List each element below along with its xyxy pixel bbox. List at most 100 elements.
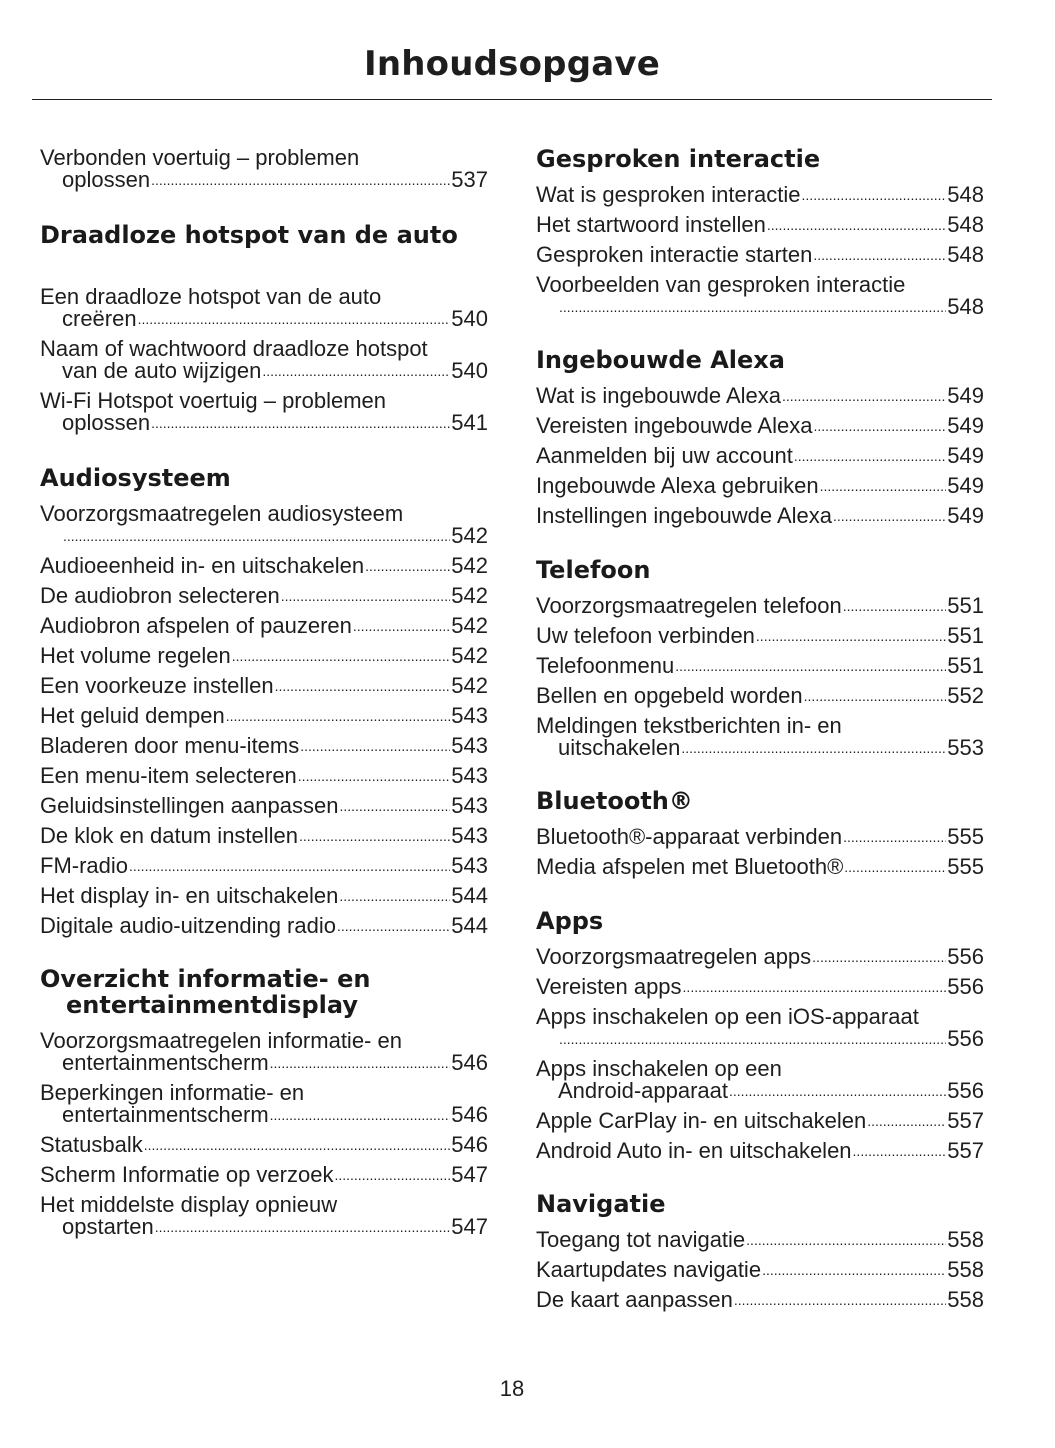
toc-entry[interactable]: Beperkingen informatie- en entertainments…	[40, 1082, 488, 1126]
toc-entry-line: Wat is ingebouwde Alexa ................…	[536, 385, 984, 407]
dot-leader: ........................................…	[280, 588, 451, 604]
toc-entry[interactable]: Instellingen ingebouwde Alexa ..........…	[536, 505, 984, 527]
toc-entry-line: De klok en datum instellen .............…	[40, 825, 488, 847]
section-heading: Telefoon	[536, 557, 984, 583]
toc-entry-line: oplossen ...............................…	[40, 169, 488, 191]
toc-entry-line: De audiobron selecteren ................…	[40, 585, 488, 607]
toc-entry[interactable]: Het geluid dempen ......................…	[40, 705, 488, 727]
toc-entry-line: Meldingen tekstberichten in- en	[536, 713, 842, 738]
toc-entry[interactable]: Statusbalk .............................…	[40, 1134, 488, 1156]
toc-entry-line: Aanmelden bij uw account ...............…	[536, 445, 984, 467]
toc-entry-line: Gesproken interactie starten ...........…	[536, 244, 984, 266]
toc-entry-line: Wi-Fi Hotspot voertuig – problemen	[40, 388, 387, 413]
toc-entry-text: Bladeren door menu-items	[40, 733, 300, 758]
toc-entry[interactable]: Verbonden voertuig – problemen oplossen .…	[40, 147, 488, 191]
toc-entry[interactable]: Audioeenheid in- en uitschakelen .......…	[40, 555, 488, 577]
toc-entry-page: 548	[947, 182, 984, 207]
toc-entry[interactable]: Voorzorgsmaatregelen telefoon ..........…	[536, 595, 984, 617]
toc-entry-page: 542	[451, 673, 488, 698]
toc-entry-list: Bluetooth®-apparaat verbinden ..........…	[536, 826, 984, 886]
toc-entry-line: Android Auto in- en uitschakelen .......…	[536, 1140, 984, 1162]
toc-entry[interactable]: Naam of wachtwoord draadloze hotspot van …	[40, 338, 488, 382]
toc-entry-line: entertainmentscherm ....................…	[40, 1052, 488, 1074]
toc-entry[interactable]: Toegang tot navigatie ..................…	[536, 1229, 984, 1251]
toc-entry[interactable]: Wi-Fi Hotspot voertuig – problemen oploss…	[40, 390, 488, 434]
toc-entry[interactable]: Telefoonmenu ...........................…	[536, 655, 984, 677]
section-heading: Gesproken interactie	[536, 146, 984, 172]
toc-entry[interactable]: Vereisten apps .........................…	[536, 976, 984, 998]
toc-entry-text: Bluetooth®-apparaat verbinden	[536, 824, 843, 849]
toc-entry[interactable]: Uw telefoon verbinden ..................…	[536, 625, 984, 647]
dot-leader: ........................................…	[63, 528, 450, 544]
toc-entry-page: 549	[947, 473, 984, 498]
toc-entry-page: 547	[451, 1162, 488, 1187]
toc-entry[interactable]: Digitale audio-uitzending radio ........…	[40, 915, 488, 937]
section-heading-line: Ingebouwde Alexa	[536, 346, 785, 374]
toc-entry-line: Apple CarPlay in- en uitschakelen ......…	[536, 1110, 984, 1132]
toc-entry[interactable]: Apps inschakelen op een iOS-apparaat....…	[536, 1006, 984, 1050]
toc-entry-text: Statusbalk	[40, 1132, 143, 1157]
toc-entry-text: opstarten	[62, 1214, 154, 1239]
toc-entry-text: Bellen en opgebeld worden	[536, 683, 803, 708]
dot-leader: ........................................…	[867, 1113, 946, 1129]
toc-entry[interactable]: Audiobron afspelen of pauzeren .........…	[40, 615, 488, 637]
toc-entry-text: Voorzorgsmaatregelen telefoon	[536, 593, 842, 618]
toc-entry[interactable]: FM-radio ...............................…	[40, 855, 488, 877]
toc-entry[interactable]: Voorzorgsmaatregelen audiosysteem.......…	[40, 503, 488, 547]
dot-leader: ........................................…	[231, 648, 451, 664]
section-heading-line: Telefoon	[536, 556, 651, 584]
toc-entry[interactable]: De audiobron selecteren ................…	[40, 585, 488, 607]
dot-leader: ........................................…	[844, 859, 947, 875]
toc-entry[interactable]: Gesproken interactie starten ...........…	[536, 244, 984, 266]
toc-entry-line: entertainmentscherm ....................…	[40, 1104, 488, 1126]
toc-entry[interactable]: Het volume regelen .....................…	[40, 645, 488, 667]
toc-entry-text: Scherm Informatie op verzoek	[40, 1162, 334, 1187]
toc-entry-page: 546	[451, 1102, 488, 1127]
toc-entry[interactable]: Apps inschakelen op een Android-apparaat …	[536, 1058, 984, 1102]
toc-entry[interactable]: Het display in- en uitschakelen ........…	[40, 885, 488, 907]
toc-entry[interactable]: Voorbeelden van gesproken interactie....…	[536, 274, 984, 318]
toc-entry-line: Voorzorgsmaatregelen informatie- en	[40, 1028, 402, 1053]
toc-entry[interactable]: Voorzorgsmaatregelen apps ..............…	[536, 946, 984, 968]
toc-entry[interactable]: Media afspelen met Bluetooth® ..........…	[536, 856, 984, 878]
toc-entry[interactable]: Wat is gesproken interactie ............…	[536, 184, 984, 206]
toc-entry[interactable]: Een draadloze hotspot van de auto creëren…	[40, 286, 488, 330]
toc-entry[interactable]: Apple CarPlay in- en uitschakelen ......…	[536, 1110, 984, 1132]
toc-entry[interactable]: Vereisten ingebouwde Alexa .............…	[536, 415, 984, 437]
toc-entry[interactable]: Bellen en opgebeld worden ..............…	[536, 685, 984, 707]
toc-entry[interactable]: Voorzorgsmaatregelen informatie- en enter…	[40, 1030, 488, 1074]
toc-entry-text: entertainmentscherm	[62, 1102, 269, 1127]
toc-entry-line: Het startwoord instellen ...............…	[536, 214, 984, 236]
toc-entry[interactable]: Scherm Informatie op verzoek ...........…	[40, 1164, 488, 1186]
toc-entry[interactable]: De kaart aanpassen .....................…	[536, 1289, 984, 1311]
toc-entry-page: 544	[451, 913, 488, 938]
toc-entry[interactable]: Een menu-item selecteren ...............…	[40, 765, 488, 787]
toc-entry[interactable]: Het middelste display opnieuw opstarten .…	[40, 1194, 488, 1238]
toc-entry[interactable]: Bluetooth®-apparaat verbinden ..........…	[536, 826, 984, 848]
toc-entry[interactable]: De klok en datum instellen .............…	[40, 825, 488, 847]
dot-leader: ........................................…	[336, 918, 450, 934]
toc-entry-text: Het volume regelen	[40, 643, 231, 668]
section-heading-line: Draadloze hotspot van de auto	[40, 221, 458, 249]
toc-entry[interactable]: Een voorkeuze instellen ................…	[40, 675, 488, 697]
toc-entry[interactable]: Android Auto in- en uitschakelen .......…	[536, 1140, 984, 1162]
toc-entry[interactable]: Ingebouwde Alexa gebruiken .............…	[536, 475, 984, 497]
toc-entry-text: Geluidsinstellingen aanpassen	[40, 793, 339, 818]
toc-entry[interactable]: Kaartupdates navigatie .................…	[536, 1259, 984, 1281]
toc-entry[interactable]: Wat is ingebouwde Alexa ................…	[536, 385, 984, 407]
toc-entry-line: Kaartupdates navigatie .................…	[536, 1259, 984, 1281]
toc-entry-text: Audioeenheid in- en uitschakelen	[40, 553, 365, 578]
toc-entry[interactable]: Meldingen tekstberichten in- en uitschake…	[536, 715, 984, 759]
toc-entry[interactable]: Aanmelden bij uw account ...............…	[536, 445, 984, 467]
toc-entry-page: 541	[451, 410, 488, 435]
toc-entry[interactable]: Geluidsinstellingen aanpassen ..........…	[40, 795, 488, 817]
section-heading: Bluetooth®	[536, 788, 984, 814]
toc-entry[interactable]: Het startwoord instellen ...............…	[536, 214, 984, 236]
toc-entry-text: Android-apparaat	[558, 1078, 729, 1103]
toc-entry-line: oplossen ...............................…	[40, 412, 488, 434]
toc-entry[interactable]: Bladeren door menu-items ...............…	[40, 735, 488, 757]
dot-leader: ........................................…	[129, 858, 450, 874]
toc-entry-page: 557	[947, 1108, 984, 1133]
toc-entry-line: Wat is gesproken interactie ............…	[536, 184, 984, 206]
toc-entry-line: Uw telefoon verbinden ..................…	[536, 625, 984, 647]
